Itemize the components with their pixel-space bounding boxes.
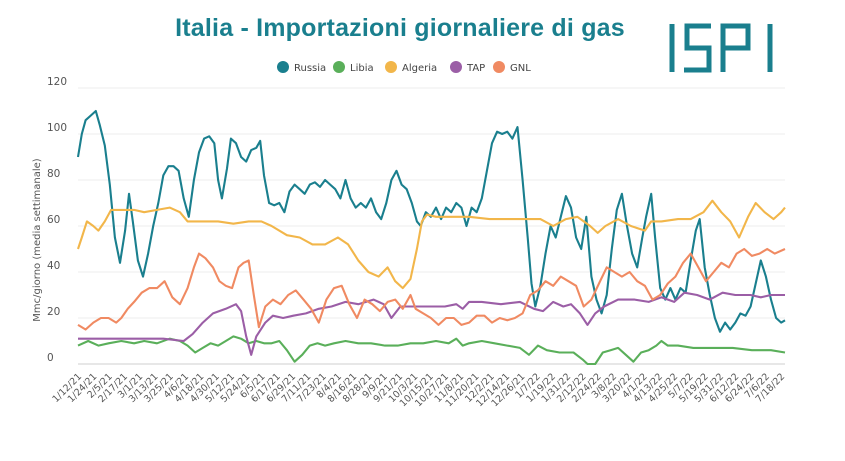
series-lines <box>76 109 786 366</box>
chart-grid <box>78 87 785 365</box>
y-tick-label: 120 <box>47 76 67 88</box>
y-tick-label: 100 <box>47 122 67 134</box>
legend-marker-gnl <box>493 61 505 73</box>
y-tick-label: 60 <box>47 214 60 226</box>
series-line-libia <box>77 335 786 366</box>
y-axis-label: Mmc/giorno (media settimanale) <box>32 158 43 322</box>
y-axis: 0 20 40 60 80 100 120 <box>47 76 67 364</box>
y-tick-label: 80 <box>47 168 60 180</box>
y-tick-label: 40 <box>47 260 60 272</box>
x-axis: 1/12/211/24/212/5/212/17/213/1/213/13/21… <box>50 371 787 409</box>
y-tick-label: 0 <box>47 352 54 364</box>
chart-title: Italia - Importazioni giornaliere di gas <box>175 14 625 42</box>
legend-marker-russia <box>277 61 289 73</box>
legend-label-tap: TAP <box>466 63 485 74</box>
ispi-logo <box>669 23 773 73</box>
legend-marker-algeria <box>385 61 397 73</box>
chart-legend: Russia Libia Algeria TAP GNL <box>277 61 531 74</box>
series-line-tap <box>78 291 785 356</box>
legend-label-gnl: GNL <box>510 63 531 74</box>
series-line-gnl <box>77 247 786 331</box>
series-line-algeria <box>77 199 786 290</box>
legend-marker-tap <box>450 61 462 73</box>
legend-marker-libia <box>333 61 345 73</box>
legend-label-russia: Russia <box>294 63 326 74</box>
legend-label-libia: Libia <box>350 63 374 74</box>
y-tick-label: 20 <box>47 306 60 318</box>
legend-label-algeria: Algeria <box>402 63 437 74</box>
